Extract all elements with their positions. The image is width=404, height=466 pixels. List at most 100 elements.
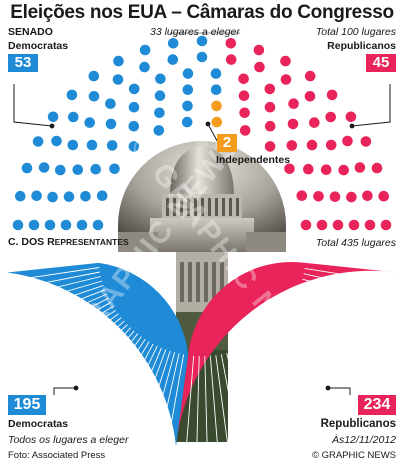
house-dem-seat-divider	[13, 280, 103, 308]
senate-seat-dem	[96, 190, 108, 201]
house-dem-seat-divider	[125, 347, 162, 433]
senate-seat-dem	[128, 83, 140, 95]
house-dem-seat-divider	[166, 354, 185, 445]
house-label-main: C. DOS R	[8, 236, 55, 248]
senate-seat-dem	[32, 136, 44, 147]
senate-seat-dem	[55, 164, 66, 176]
senate-seat-dem	[90, 163, 101, 175]
house-dem-seat-divider	[73, 330, 135, 401]
senate-seat-rep	[253, 44, 265, 56]
house-dem-seat-divider	[22, 293, 108, 332]
senate-seats-up-note: 33 lugares a eleger	[150, 26, 240, 38]
house-rep-seat-divider	[204, 355, 208, 448]
house-total-note: Total 435 lugares	[315, 237, 396, 249]
house-rep-count: 234	[358, 395, 396, 415]
senate-seat-rep	[362, 190, 373, 202]
senate-seat-dem	[155, 73, 166, 85]
senate-seat-rep	[325, 139, 337, 151]
senate-ind-label: Independentes	[216, 154, 291, 166]
senate-seat-dem	[182, 84, 194, 95]
senate-seat-rep	[280, 74, 292, 85]
house-rep-seat-divider	[285, 313, 360, 370]
senate-seat-rep	[238, 73, 249, 85]
house-dem-seat-divider	[80, 333, 139, 407]
senate-seat-dem	[154, 90, 166, 101]
senate-seat-rep	[303, 163, 314, 175]
house-dem-seat-divider	[61, 324, 128, 389]
senate-rep-label: Republicanos	[327, 40, 396, 52]
senate-seat-dem	[92, 219, 104, 231]
house-dem-seat-divider	[158, 353, 180, 444]
house-rep-seat-divider	[302, 278, 392, 304]
house-rep-seat-divider	[252, 342, 298, 424]
house-dem-seat-divider	[16, 284, 104, 316]
senate-seat-dem	[21, 162, 33, 174]
senate-seat-rep	[264, 101, 276, 113]
senate-seat-rep	[264, 120, 276, 132]
senate-seat-rep	[332, 219, 344, 231]
publish-date: Às12/11/2012	[331, 434, 396, 446]
senate-seat-rep	[238, 90, 250, 101]
house-dem-seat-divider	[67, 327, 132, 396]
senate-seat-dem	[38, 162, 50, 173]
senate-seat-dem	[14, 190, 26, 202]
senate-seat-rep	[326, 89, 338, 101]
senate-seat-dem	[76, 219, 88, 231]
house-dem-seat-divider	[49, 317, 122, 376]
senate-seat-dem	[66, 89, 78, 101]
house-dem-label: Democratas	[8, 418, 69, 430]
house-rep-arc	[176, 261, 397, 447]
senate-seat-dem	[72, 164, 84, 175]
senate-seat-dem	[80, 191, 91, 202]
house-rep-seat-divider	[298, 289, 385, 324]
senate-seat-rep	[329, 191, 341, 202]
senate-seat-rep	[296, 190, 308, 201]
house-rep-seat-divider	[242, 347, 279, 433]
senate-seat-dem	[105, 118, 117, 130]
house-dem-seat-divider	[141, 350, 171, 439]
house-rep-seat-divider	[278, 322, 347, 386]
house-rep-seat-divider	[291, 304, 372, 352]
house-rep-seat-divider	[231, 351, 260, 440]
senate-seat-dem	[139, 61, 150, 73]
senate-seat-dem	[47, 111, 59, 123]
senate-seat-dem	[128, 120, 140, 132]
senate-seat-dem	[12, 219, 24, 231]
senate-seat-dem	[154, 107, 165, 119]
house-rep-seat-divider	[196, 355, 200, 448]
house-dem-seat-divider	[34, 305, 114, 355]
senate-seat-rep	[345, 111, 357, 123]
senate-seat-rep	[316, 219, 328, 231]
house-dem-seat-divider	[9, 271, 100, 291]
senate-seat-rep	[354, 162, 366, 173]
house-dem-seat-divider	[44, 313, 119, 370]
senate-seat-rep	[300, 219, 312, 231]
senate-seat-dem	[113, 55, 124, 67]
senate-seat-dem	[47, 191, 58, 203]
senate-seat-dem	[106, 140, 118, 151]
senate-seat-rep	[280, 55, 291, 67]
senate-seat-dem	[196, 51, 208, 63]
senate-seat-rep	[313, 191, 324, 202]
house-seat-bars	[7, 261, 397, 448]
house-rep-seat-divider	[256, 339, 307, 419]
senate-seat-rep	[239, 125, 251, 136]
connector-house-dem	[53, 387, 76, 395]
senate-seat-dem	[109, 163, 120, 175]
house-dem-seat-divider	[30, 301, 112, 348]
house-rep-seat-divider	[215, 355, 229, 447]
senate-dem-count: 53	[8, 54, 38, 72]
photo-source: Foto: Associated Press	[8, 450, 106, 461]
house-label: C. DOS REPRESENTANTES	[8, 236, 129, 248]
senate-seat-rep	[364, 219, 376, 231]
senate-total-note: Total 100 lugares	[315, 26, 396, 38]
senate-seat-rep	[264, 83, 276, 95]
senate-seat-dem	[196, 35, 208, 47]
connector-senate-rep	[351, 84, 391, 127]
house-rep-seat-divider	[300, 284, 389, 314]
house-dem-seat-divider	[26, 297, 109, 340]
senate-seat-dem	[128, 141, 140, 152]
house-dem-seat-divider	[39, 309, 117, 362]
house-dem-seat-divider	[94, 338, 146, 417]
